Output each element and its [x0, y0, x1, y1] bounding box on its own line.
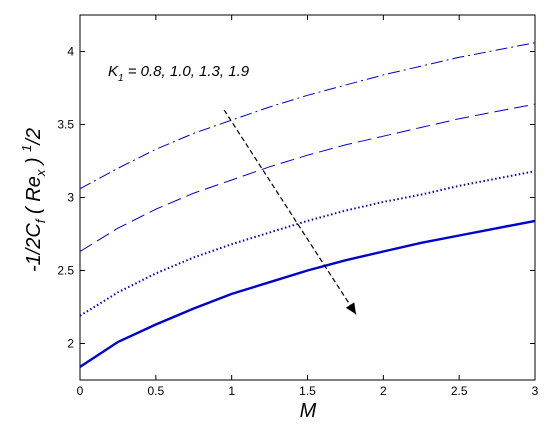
y-tick-label-2: 3 — [67, 191, 74, 205]
x-axis-label: M — [300, 400, 317, 422]
x-tick-label-0: 0 — [77, 384, 84, 398]
x-tick-label-4: 2 — [380, 384, 387, 398]
x-tick-label-6: 3 — [532, 384, 539, 398]
series-group — [79, 42, 536, 368]
series-line-3-solid — [79, 219, 536, 368]
x-tick-label-3: 1.5 — [299, 384, 316, 398]
arrow-group — [223, 109, 357, 315]
series-line-1-dashed — [79, 103, 536, 252]
annotation-arrow-head — [345, 302, 357, 315]
series-line-0-dashdot — [79, 42, 536, 190]
y-tick-label-0: 2 — [67, 337, 74, 351]
y-axis-label: -1/2Cf ( Rex ) 1/2 — [19, 128, 48, 272]
y-tick-label-4: 4 — [67, 45, 74, 59]
x-tick-label-5: 2.5 — [451, 384, 468, 398]
x-tick-label-2: 1 — [228, 384, 235, 398]
annotation-arrow-line — [223, 109, 357, 315]
x-tick-label-1: 0.5 — [147, 384, 164, 398]
y-ticks: 2 2.5 3 3.5 4 — [57, 45, 535, 351]
y-tick-label-3: 3.5 — [57, 118, 74, 132]
annotation-text: K1 = 0.8, 1.0, 1.3, 1.9 — [108, 63, 250, 84]
x-ticks: 0 0.5 1 1.5 2 2.5 3 — [77, 15, 539, 398]
y-tick-label-1: 2.5 — [57, 264, 74, 278]
plot-area — [79, 14, 536, 381]
